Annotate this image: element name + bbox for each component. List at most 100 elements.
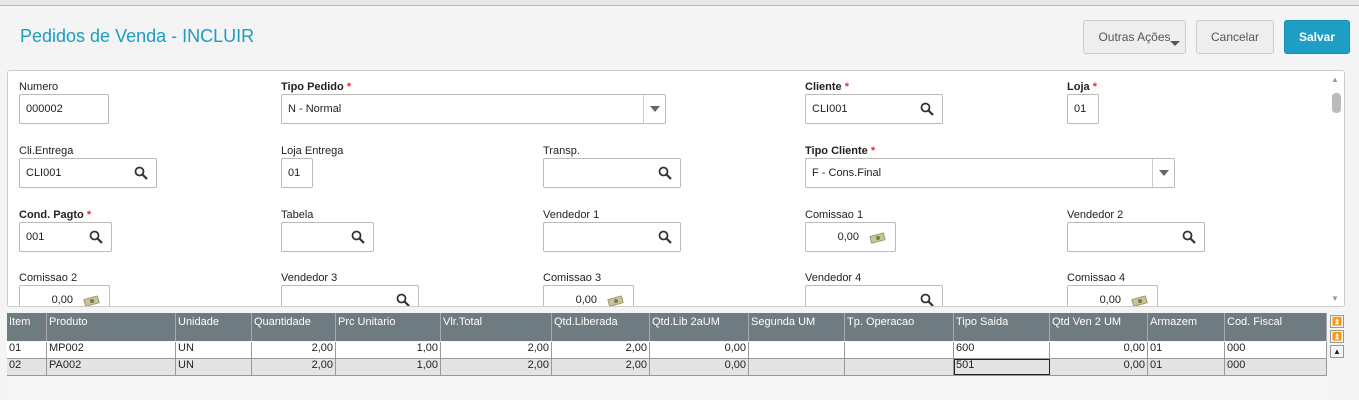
column-header[interactable]: Produto <box>47 313 176 341</box>
vendedor4-input[interactable] <box>805 285 943 306</box>
search-icon[interactable] <box>134 166 148 180</box>
search-icon[interactable] <box>396 293 410 306</box>
label-text: Transp. <box>543 145 580 157</box>
form-scrollbar[interactable]: ▲ ▼ <box>1330 73 1342 305</box>
table-cell[interactable]: 501 <box>954 359 1050 375</box>
table-cell[interactable]: 2,00 <box>252 359 336 375</box>
column-header[interactable]: Item <box>7 313 47 341</box>
column-header[interactable]: Qtd.Lib 2aUM <box>650 313 749 341</box>
tabela-label: Tabela <box>281 209 313 221</box>
column-header[interactable]: Qtd.Liberada <box>552 313 650 341</box>
label-text: Cond. Pagto <box>19 209 84 221</box>
comissao4-input[interactable]: 0,00 <box>1067 285 1158 306</box>
table-cell[interactable]: 000 <box>1225 342 1327 358</box>
table-cell[interactable]: 0,00 <box>650 342 749 358</box>
table-cell[interactable]: 000 <box>1225 359 1327 375</box>
form-panel: ▲ ▼ Numero 000002 Tipo Pedido * N - Normal C… <box>7 70 1345 307</box>
table-cell[interactable]: 01 <box>1148 359 1225 375</box>
table-cell[interactable] <box>749 342 845 358</box>
vendedor2-input[interactable] <box>1067 222 1205 252</box>
table-cell[interactable]: 0,00 <box>1050 342 1148 358</box>
scroll-down-icon[interactable]: ▼ <box>1331 294 1339 303</box>
table-cell[interactable]: 0,00 <box>1050 359 1148 375</box>
money-icon[interactable] <box>83 293 101 306</box>
table-cell[interactable]: MP002 <box>47 342 176 358</box>
table-cell[interactable]: 01 <box>7 342 47 358</box>
vendedor1-input[interactable] <box>543 222 681 252</box>
table-cell[interactable]: 2,00 <box>552 342 650 358</box>
comissao2-input[interactable]: 0,00 <box>19 285 110 306</box>
table-cell[interactable]: 1,00 <box>336 342 441 358</box>
loja-input[interactable]: 01 <box>1067 94 1099 124</box>
money-icon[interactable] <box>869 230 887 244</box>
table-cell[interactable]: 02 <box>7 359 47 375</box>
table-cell[interactable] <box>845 359 954 375</box>
cond-pagto-label: Cond. Pagto * <box>19 209 91 221</box>
column-header[interactable]: Tipo Saida <box>954 313 1050 341</box>
label-text: Vendedor 3 <box>281 272 338 284</box>
cond-pagto-input[interactable]: 001 <box>19 222 112 252</box>
other-actions-label: Outras Ações <box>1098 30 1171 44</box>
cli-entrega-label: Cli.Entrega <box>19 145 73 157</box>
transp-input[interactable] <box>543 158 681 188</box>
column-header[interactable]: Tp. Operacao <box>845 313 954 341</box>
column-header[interactable]: Quantidade <box>252 313 336 341</box>
search-icon[interactable] <box>89 230 103 244</box>
table-row[interactable]: 01 MP002 UN 2,00 1,00 2,00 2,00 0,00 600 0,00 01 00… <box>7 342 1327 359</box>
table-cell[interactable]: 2,00 <box>441 359 552 375</box>
table-cell[interactable]: 2,00 <box>441 342 552 358</box>
scroll-up-button[interactable]: ▲ <box>1330 345 1344 358</box>
search-icon[interactable] <box>920 293 934 306</box>
table-cell[interactable]: 600 <box>954 342 1050 358</box>
field-value: 0,00 <box>51 294 73 306</box>
comissao3-input[interactable]: 0,00 <box>543 285 634 306</box>
vendedor3-input[interactable] <box>281 285 419 306</box>
table-cell[interactable]: 1,00 <box>336 359 441 375</box>
other-actions-button[interactable]: Outras Ações <box>1083 20 1186 54</box>
column-header[interactable]: Segunda UM <box>749 313 845 341</box>
vendedor3-label: Vendedor 3 <box>281 272 337 284</box>
cli-entrega-input[interactable]: CLI001 <box>19 158 157 188</box>
column-header[interactable]: Vlr.Total <box>441 313 552 341</box>
money-icon[interactable] <box>607 293 625 306</box>
money-icon[interactable] <box>1131 293 1149 306</box>
table-cell[interactable]: UN <box>176 359 252 375</box>
cliente-input[interactable]: CLI001 <box>805 94 943 124</box>
search-icon[interactable] <box>658 230 672 244</box>
table-cell[interactable]: 01 <box>1148 342 1225 358</box>
vendedor1-label: Vendedor 1 <box>543 209 599 221</box>
scroll-thumb[interactable] <box>1332 93 1341 113</box>
column-header[interactable]: Prc Unitario <box>336 313 441 341</box>
scroll-up-icon[interactable]: ▲ <box>1331 75 1339 84</box>
top-bar <box>0 0 1359 6</box>
search-icon[interactable] <box>658 166 672 180</box>
tipo-cliente-select[interactable]: F - Cons.Final <box>805 158 1175 188</box>
numero-input[interactable]: 000002 <box>19 94 109 124</box>
tabela-input[interactable] <box>281 222 374 252</box>
chevron-down-icon[interactable] <box>1152 159 1174 187</box>
scroll-top-button[interactable]: ⏫ <box>1330 315 1344 328</box>
comissao1-input[interactable]: 0,00 <box>805 222 896 252</box>
chevron-down-icon[interactable] <box>643 95 665 123</box>
column-header[interactable]: Armazem <box>1148 313 1225 341</box>
scroll-page-up-button[interactable]: ⏫ <box>1330 330 1344 343</box>
search-icon[interactable] <box>351 230 365 244</box>
table-cell[interactable]: PA002 <box>47 359 176 375</box>
tipo-pedido-select[interactable]: N - Normal <box>281 94 666 124</box>
label-text: Loja <box>1067 81 1090 93</box>
table-cell[interactable] <box>845 342 954 358</box>
table-cell[interactable] <box>749 359 845 375</box>
column-header[interactable]: Cod. Fiscal <box>1225 313 1327 341</box>
table-cell[interactable]: 2,00 <box>252 342 336 358</box>
table-cell[interactable]: 0,00 <box>650 359 749 375</box>
search-icon[interactable] <box>1182 230 1196 244</box>
cancel-button[interactable]: Cancelar <box>1196 20 1274 54</box>
loja-entrega-input[interactable]: 01 <box>281 158 313 188</box>
save-button[interactable]: Salvar <box>1284 20 1350 54</box>
table-cell[interactable]: 2,00 <box>552 359 650 375</box>
column-header[interactable]: Unidade <box>176 313 252 341</box>
table-cell[interactable]: UN <box>176 342 252 358</box>
table-row[interactable]: 02 PA002 UN 2,00 1,00 2,00 2,00 0,00 501 0,00 01 00… <box>7 359 1327 376</box>
search-icon[interactable] <box>920 102 934 116</box>
column-header[interactable]: Qtd Ven 2 UM <box>1050 313 1148 341</box>
